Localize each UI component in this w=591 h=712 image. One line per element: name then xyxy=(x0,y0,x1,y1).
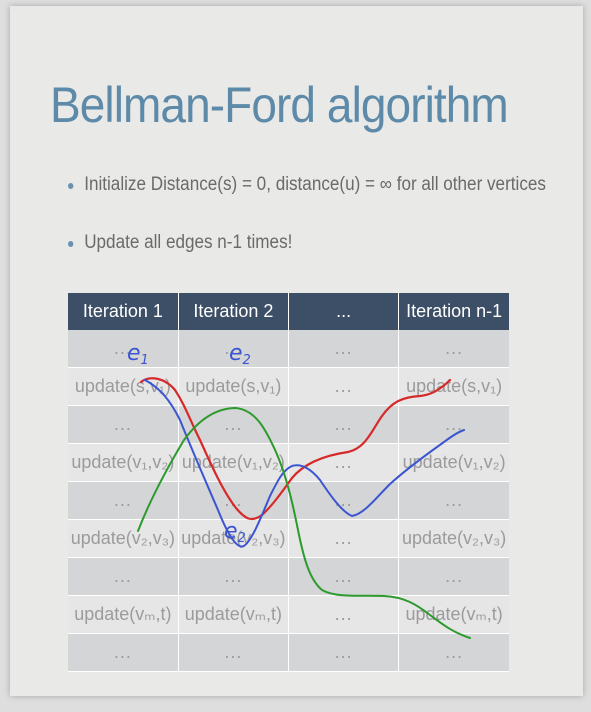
table-cell: ... xyxy=(288,367,400,406)
table-row: update(v₂,v₃) update(v₂,v₃)... update(v₂,v… xyxy=(68,519,509,558)
table-cell: ... xyxy=(288,330,400,368)
table-cell: update(s,v₁) xyxy=(398,367,509,406)
table-row: ............ xyxy=(68,481,509,520)
table-cell: ... xyxy=(398,330,509,368)
table-row: update(v₁,v₂) update(v₁,v₂)... update(v₁,v… xyxy=(68,443,509,482)
table-cell: ... xyxy=(178,633,290,672)
table-cell: ... xyxy=(68,481,179,520)
table-cell: ... xyxy=(398,633,509,672)
table-cell: update(v₂,v₃) xyxy=(68,519,179,558)
table-cell: update(v₁,v₂) xyxy=(178,443,290,482)
table-body: ............ update(s,v₁) update(s,v₁)... u… xyxy=(68,330,509,672)
table-cell: ... xyxy=(178,557,290,596)
table-cell: ... xyxy=(68,633,179,672)
header-iteration-n-1: Iteration n-1 xyxy=(398,293,509,330)
table-cell: ... xyxy=(398,481,509,520)
table-cell: ... xyxy=(398,557,509,596)
bullet-list: Initialize Distance(s) = 0, distance(u) … xyxy=(68,174,591,254)
header-iteration-1: Iteration 1 xyxy=(68,293,179,330)
table-cell: update(s,v₁) xyxy=(68,367,179,406)
table-cell: ... xyxy=(68,557,179,596)
table-cell: update(vₘ,t) xyxy=(68,595,179,634)
table-row: ............ xyxy=(68,405,509,444)
table-cell: ... xyxy=(288,557,400,596)
table-cell: ... xyxy=(288,519,400,558)
table-cell: ... xyxy=(398,405,509,444)
table-cell: update(v₁,v₂) xyxy=(398,443,509,482)
table-cell: ... xyxy=(288,405,400,444)
table-cell: ... xyxy=(288,633,400,672)
table-row: ............ xyxy=(68,330,509,368)
header-iteration-2: Iteration 2 xyxy=(178,293,290,330)
table-cell: ... xyxy=(68,405,179,444)
table-cell: update(v₂,v₃) xyxy=(398,519,509,558)
bullet-update-edges: Update all edges n-1 times! xyxy=(68,232,546,254)
table-cell: update(v₁,v₂) xyxy=(68,443,179,482)
table-row: update(vₘ,t) update(vₘ,t)... update(vₘ,t) xyxy=(68,595,509,634)
table-cell: ... xyxy=(288,595,400,634)
table-cell: update(v₂,v₃) xyxy=(178,519,290,558)
table-cell: update(vₘ,t) xyxy=(398,595,509,634)
table-row: ............ xyxy=(68,633,509,672)
table-cell: ... xyxy=(178,481,290,520)
table-cell: update(vₘ,t) xyxy=(178,595,290,634)
table-cell: ... xyxy=(178,405,290,444)
table-row: update(s,v₁) update(s,v₁)... update(s,v₁) xyxy=(68,367,509,406)
header-ellipsis: ... xyxy=(288,293,400,330)
table-cell: ... xyxy=(68,330,179,368)
table-header-row: Iteration 1 Iteration 2 ... Iteration n-… xyxy=(68,293,509,330)
table-row: ............ xyxy=(68,557,509,596)
bullet-initialize: Initialize Distance(s) = 0, distance(u) … xyxy=(68,174,546,196)
table-cell: ... xyxy=(178,330,290,368)
table-cell: update(s,v₁) xyxy=(178,367,290,406)
table-cell: ... xyxy=(288,481,400,520)
iteration-table: Iteration 1 Iteration 2 ... Iteration n-… xyxy=(68,293,509,672)
slide-title: Bellman-Ford algorithm xyxy=(50,77,509,133)
table-cell: ... xyxy=(288,443,400,482)
